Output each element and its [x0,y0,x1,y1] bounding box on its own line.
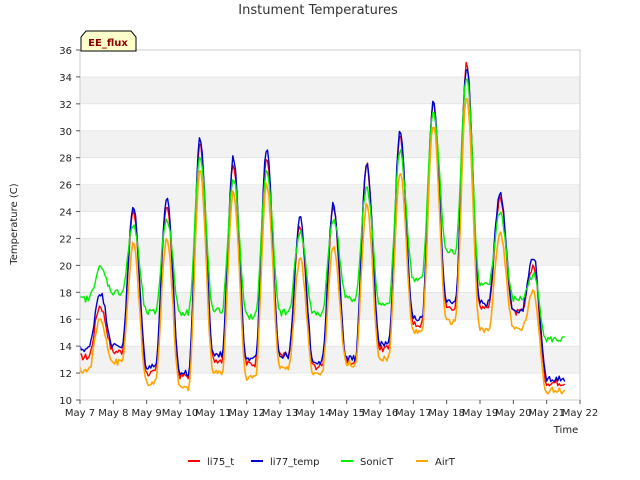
legend-label: SonicT [360,457,394,468]
legend: li75_t li77_temp SonicT AirT [188,457,456,468]
x-tick-label: May 18 [428,408,465,419]
series-line-li77-temp [79,68,566,383]
grid-bands [80,49,580,401]
x-tick-label: May 7 [65,408,95,419]
x-tick-label: May 8 [98,408,128,419]
ee-flux-badge: EE_flux [80,30,137,52]
plot-frame [79,49,581,401]
x-axis-label: Time [553,425,578,436]
y-tick-label: 16 [59,315,72,326]
series-line-airt [79,98,566,395]
y-tick-label: 24 [59,208,72,219]
x-tick-label: May 9 [132,408,162,419]
x-tick-label: May 10 [162,408,199,419]
grid-band [80,130,580,158]
series-layer [79,61,566,395]
y-tick-label: 22 [59,234,72,245]
legend-label: AirT [435,457,456,468]
grid-band [80,184,580,212]
y-tick-label: 36 [59,46,72,57]
x-tick-label: May 21 [528,408,565,419]
y-tick-label: 20 [59,261,72,272]
legend-label: li77_temp [270,457,319,468]
y-tick-label: 30 [59,127,72,138]
y-tick-label: 14 [59,342,72,353]
x-tick-label: May 15 [328,408,365,419]
y-tick-label: 12 [59,369,72,380]
x-tick-label: May 14 [295,408,332,419]
x-tick-label: May 17 [395,408,432,419]
badge-label: EE_flux [88,38,128,49]
y-tick-label: 34 [59,73,72,84]
y-axis-label: Temperature (C) [9,183,20,265]
x-tick-label: May 11 [195,408,232,419]
x-tick-label: May 13 [262,408,299,419]
grid-band [80,346,580,374]
y-axis: 10 12 14 16 18 20 22 24 26 28 30 32 34 36 [59,46,80,407]
legend-label: li75_t [207,457,234,468]
series-line-sonict [79,78,565,343]
grid-band [80,292,580,320]
y-tick-label: 28 [59,154,72,165]
y-tick-label: 18 [59,288,72,299]
series-line-li75-t [79,61,566,387]
y-tick-label: 32 [59,100,72,111]
x-tick-label: May 22 [562,408,599,419]
x-tick-label: May 19 [462,408,499,419]
grid-band [80,76,580,104]
y-tick-label: 26 [59,181,72,192]
x-tick-label: May 12 [228,408,265,419]
y-tick-label: 10 [59,396,72,407]
chart-title: Instument Temperatures [238,3,398,18]
x-tick-label: May 20 [495,408,532,419]
x-tick-label: May 16 [362,408,399,419]
